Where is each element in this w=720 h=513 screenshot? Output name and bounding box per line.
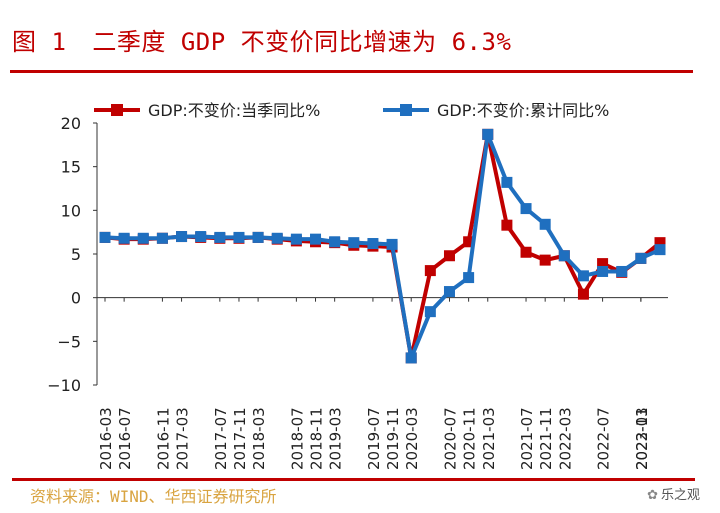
data-point (558, 250, 570, 262)
data-point (290, 233, 302, 245)
data-point (424, 265, 436, 277)
legend-label: GDP:不变价:累计同比% (437, 101, 609, 120)
data-point (214, 231, 226, 243)
data-point (137, 232, 149, 244)
x-tick-label: 2018-03 (250, 407, 268, 470)
x-tick-label: 2017-07 (212, 407, 230, 470)
data-point (539, 254, 551, 266)
data-point (482, 128, 494, 140)
data-point (520, 246, 532, 258)
x-tick-label: 2017-11 (231, 407, 249, 470)
data-point (463, 272, 475, 284)
data-point (654, 237, 666, 249)
wechat-icon: ✿ (647, 488, 658, 503)
y-tick-label: −5 (57, 332, 81, 351)
title-divider (10, 70, 693, 73)
data-point (520, 203, 532, 215)
data-point (539, 218, 551, 230)
chart-series (99, 128, 666, 364)
data-point (233, 231, 245, 243)
x-tick-label: 2020-11 (461, 407, 479, 470)
x-tick-label: 2017-03 (174, 407, 192, 470)
data-point (463, 236, 475, 248)
x-tick-label: 2016-11 (154, 407, 172, 470)
data-point (501, 176, 513, 188)
source-note: 资料来源：WIND、华西证券研究所 (30, 487, 277, 506)
data-point (654, 244, 666, 256)
data-point (577, 270, 589, 282)
series-cumulative-yoy (99, 128, 666, 364)
data-point (405, 352, 417, 364)
x-tick-label: 2018-11 (308, 407, 326, 470)
legend-item: GDP:不变价:累计同比% (383, 101, 609, 120)
data-point (635, 252, 647, 264)
y-tick-label: 15 (61, 158, 81, 177)
x-tick-label: 2019-11 (384, 407, 402, 470)
x-tick-label: 2018-07 (288, 407, 306, 470)
x-tick-label: 2021-07 (518, 407, 536, 470)
data-point (99, 231, 111, 243)
data-point (271, 232, 283, 244)
y-tick-label: −10 (47, 376, 81, 395)
data-point (616, 265, 628, 277)
figure-title: 图 1 二季度 GDP 不变价同比增速为 6.3% (12, 22, 511, 57)
source-divider (12, 478, 695, 481)
y-tick-label: 0 (71, 289, 81, 308)
x-tick-label: 2019-03 (327, 407, 345, 470)
x-tick-label: 2021-03 (480, 407, 498, 470)
data-point (156, 232, 168, 244)
x-tick-label: 2016-03 (97, 407, 115, 470)
data-point (310, 233, 322, 245)
x-tick-label: 2022-11 (633, 407, 651, 470)
y-tick-label: 5 (71, 245, 81, 264)
x-tick-label: 2020-07 (441, 407, 459, 470)
data-point (176, 231, 188, 243)
data-point (443, 250, 455, 262)
data-point (577, 288, 589, 300)
x-tick-label: 2020-03 (403, 407, 421, 470)
data-point (195, 231, 207, 243)
legend-label: GDP:不变价:当季同比% (148, 101, 320, 120)
legend-marker (111, 104, 123, 116)
figure-label: 图 1 (12, 28, 67, 56)
watermark-text: 乐之观 (660, 488, 700, 503)
legend-marker (400, 104, 412, 116)
data-point (501, 219, 513, 231)
chart-legend: GDP:不变价:当季同比% GDP:不变价:累计同比% (94, 101, 609, 120)
data-point (252, 231, 264, 243)
data-point (348, 237, 360, 249)
legend-item: GDP:不变价:当季同比% (94, 101, 320, 120)
y-tick-label: 20 (61, 114, 81, 133)
y-tick-label: 10 (61, 201, 81, 220)
x-tick-label: 2022-03 (556, 407, 574, 470)
data-point (367, 238, 379, 250)
series-quarterly-yoy (99, 128, 666, 364)
x-tick-label: 2023-03 (633, 407, 651, 470)
data-point (443, 286, 455, 298)
x-tick-label: 2022-07 (595, 407, 613, 470)
data-point (118, 232, 130, 244)
data-point (386, 238, 398, 250)
data-point (424, 306, 436, 318)
figure-title-text: 二季度 GDP 不变价同比增速为 6.3% (92, 28, 512, 56)
data-point (597, 265, 609, 277)
watermark: ✿ 乐之观 (641, 482, 706, 505)
x-tick-label: 2021-11 (537, 407, 555, 470)
series-line (104, 132, 662, 360)
x-tick-label: 2016-07 (116, 407, 134, 470)
data-point (597, 258, 609, 270)
x-tick-label: 2019-07 (365, 407, 383, 470)
data-point (329, 236, 341, 248)
